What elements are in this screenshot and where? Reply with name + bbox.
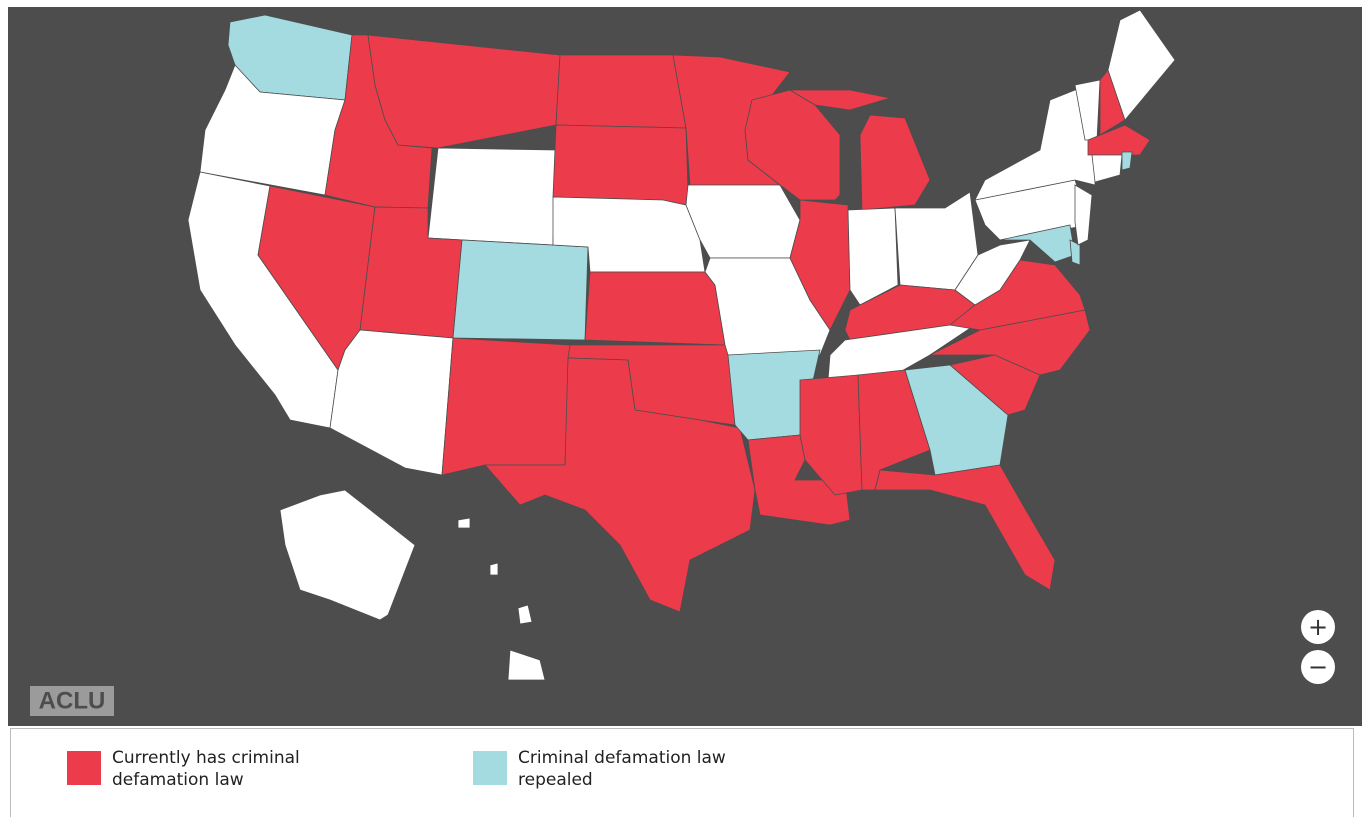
state [788, 89, 891, 111]
zoom-in-circle[interactable] [1301, 610, 1335, 644]
state [441, 337, 571, 476]
legend-label: Currently has criminal defamation law [112, 748, 300, 790]
zoom-out-button[interactable]: − [1301, 650, 1335, 684]
state [489, 562, 499, 576]
state [1107, 9, 1176, 121]
logo: ACLU [39, 687, 106, 714]
state [484, 357, 756, 613]
state [874, 464, 1056, 591]
state [949, 354, 1041, 416]
zoom-out[interactable]: − [1308, 653, 1328, 681]
state [584, 271, 726, 346]
legend-swatch [473, 751, 507, 785]
legend: Currently has criminal defamation law Cr… [10, 728, 1354, 817]
state [1121, 151, 1133, 171]
state [452, 239, 589, 341]
state [555, 54, 687, 129]
legend-label: Criminal defamation law repealed [518, 748, 726, 790]
zoom-out-circle[interactable] [1301, 650, 1335, 684]
state [552, 124, 689, 206]
state [1087, 124, 1151, 156]
state [954, 239, 1031, 306]
state [999, 224, 1076, 263]
legend-item: Currently has criminal defamation law [67, 748, 327, 791]
legend-swatch [67, 751, 101, 785]
logo-box [30, 686, 114, 716]
state [457, 517, 471, 529]
state [507, 649, 546, 681]
legend-item: Criminal defamation law repealed [473, 748, 733, 791]
zoom-in-button[interactable]: + [1301, 610, 1335, 644]
map: ACLU + − [8, 7, 1362, 726]
zoom-in[interactable]: + [1308, 613, 1328, 641]
states [187, 9, 1176, 681]
state [279, 489, 416, 621]
state [427, 147, 557, 246]
state [517, 604, 533, 625]
state [1074, 184, 1093, 246]
state [1091, 154, 1123, 183]
state [1069, 239, 1081, 266]
state [847, 207, 899, 306]
